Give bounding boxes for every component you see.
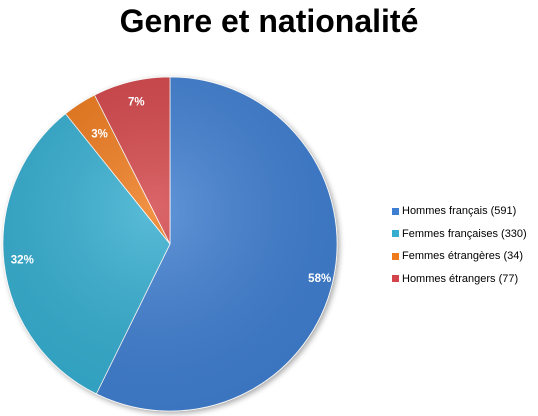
slice-label-hommes-francais: 58% <box>308 273 331 285</box>
legend-item-femmes-francaises: Femmes françaises (330) <box>392 223 527 246</box>
legend-label: Femmes françaises (330) <box>402 227 527 240</box>
legend-label: Femmes étrangères (34) <box>402 250 524 263</box>
legend-label: Hommes français (591) <box>402 205 517 218</box>
chart-title: Genre et nationalité <box>119 3 419 39</box>
legend-item-hommes-etrangers: Hommes étrangers (77) <box>392 268 527 291</box>
legend-swatch <box>392 207 399 215</box>
legend-item-hommes-francais: Hommes français (591) <box>392 200 527 223</box>
legend-swatch <box>392 230 399 238</box>
legend-item-femmes-etrangeres: Femmes étrangères (34) <box>392 245 527 268</box>
legend: Hommes français (591) Femmes françaises … <box>392 200 527 290</box>
legend-swatch <box>392 252 399 260</box>
legend-swatch <box>392 275 399 283</box>
slice-label-hommes-etrangers: 7% <box>128 97 145 109</box>
slice-label-femmes-etrangeres: 3% <box>91 129 108 141</box>
legend-label: Hommes étrangers (77) <box>402 272 519 285</box>
slice-label-femmes-francaises: 32% <box>11 254 34 266</box>
